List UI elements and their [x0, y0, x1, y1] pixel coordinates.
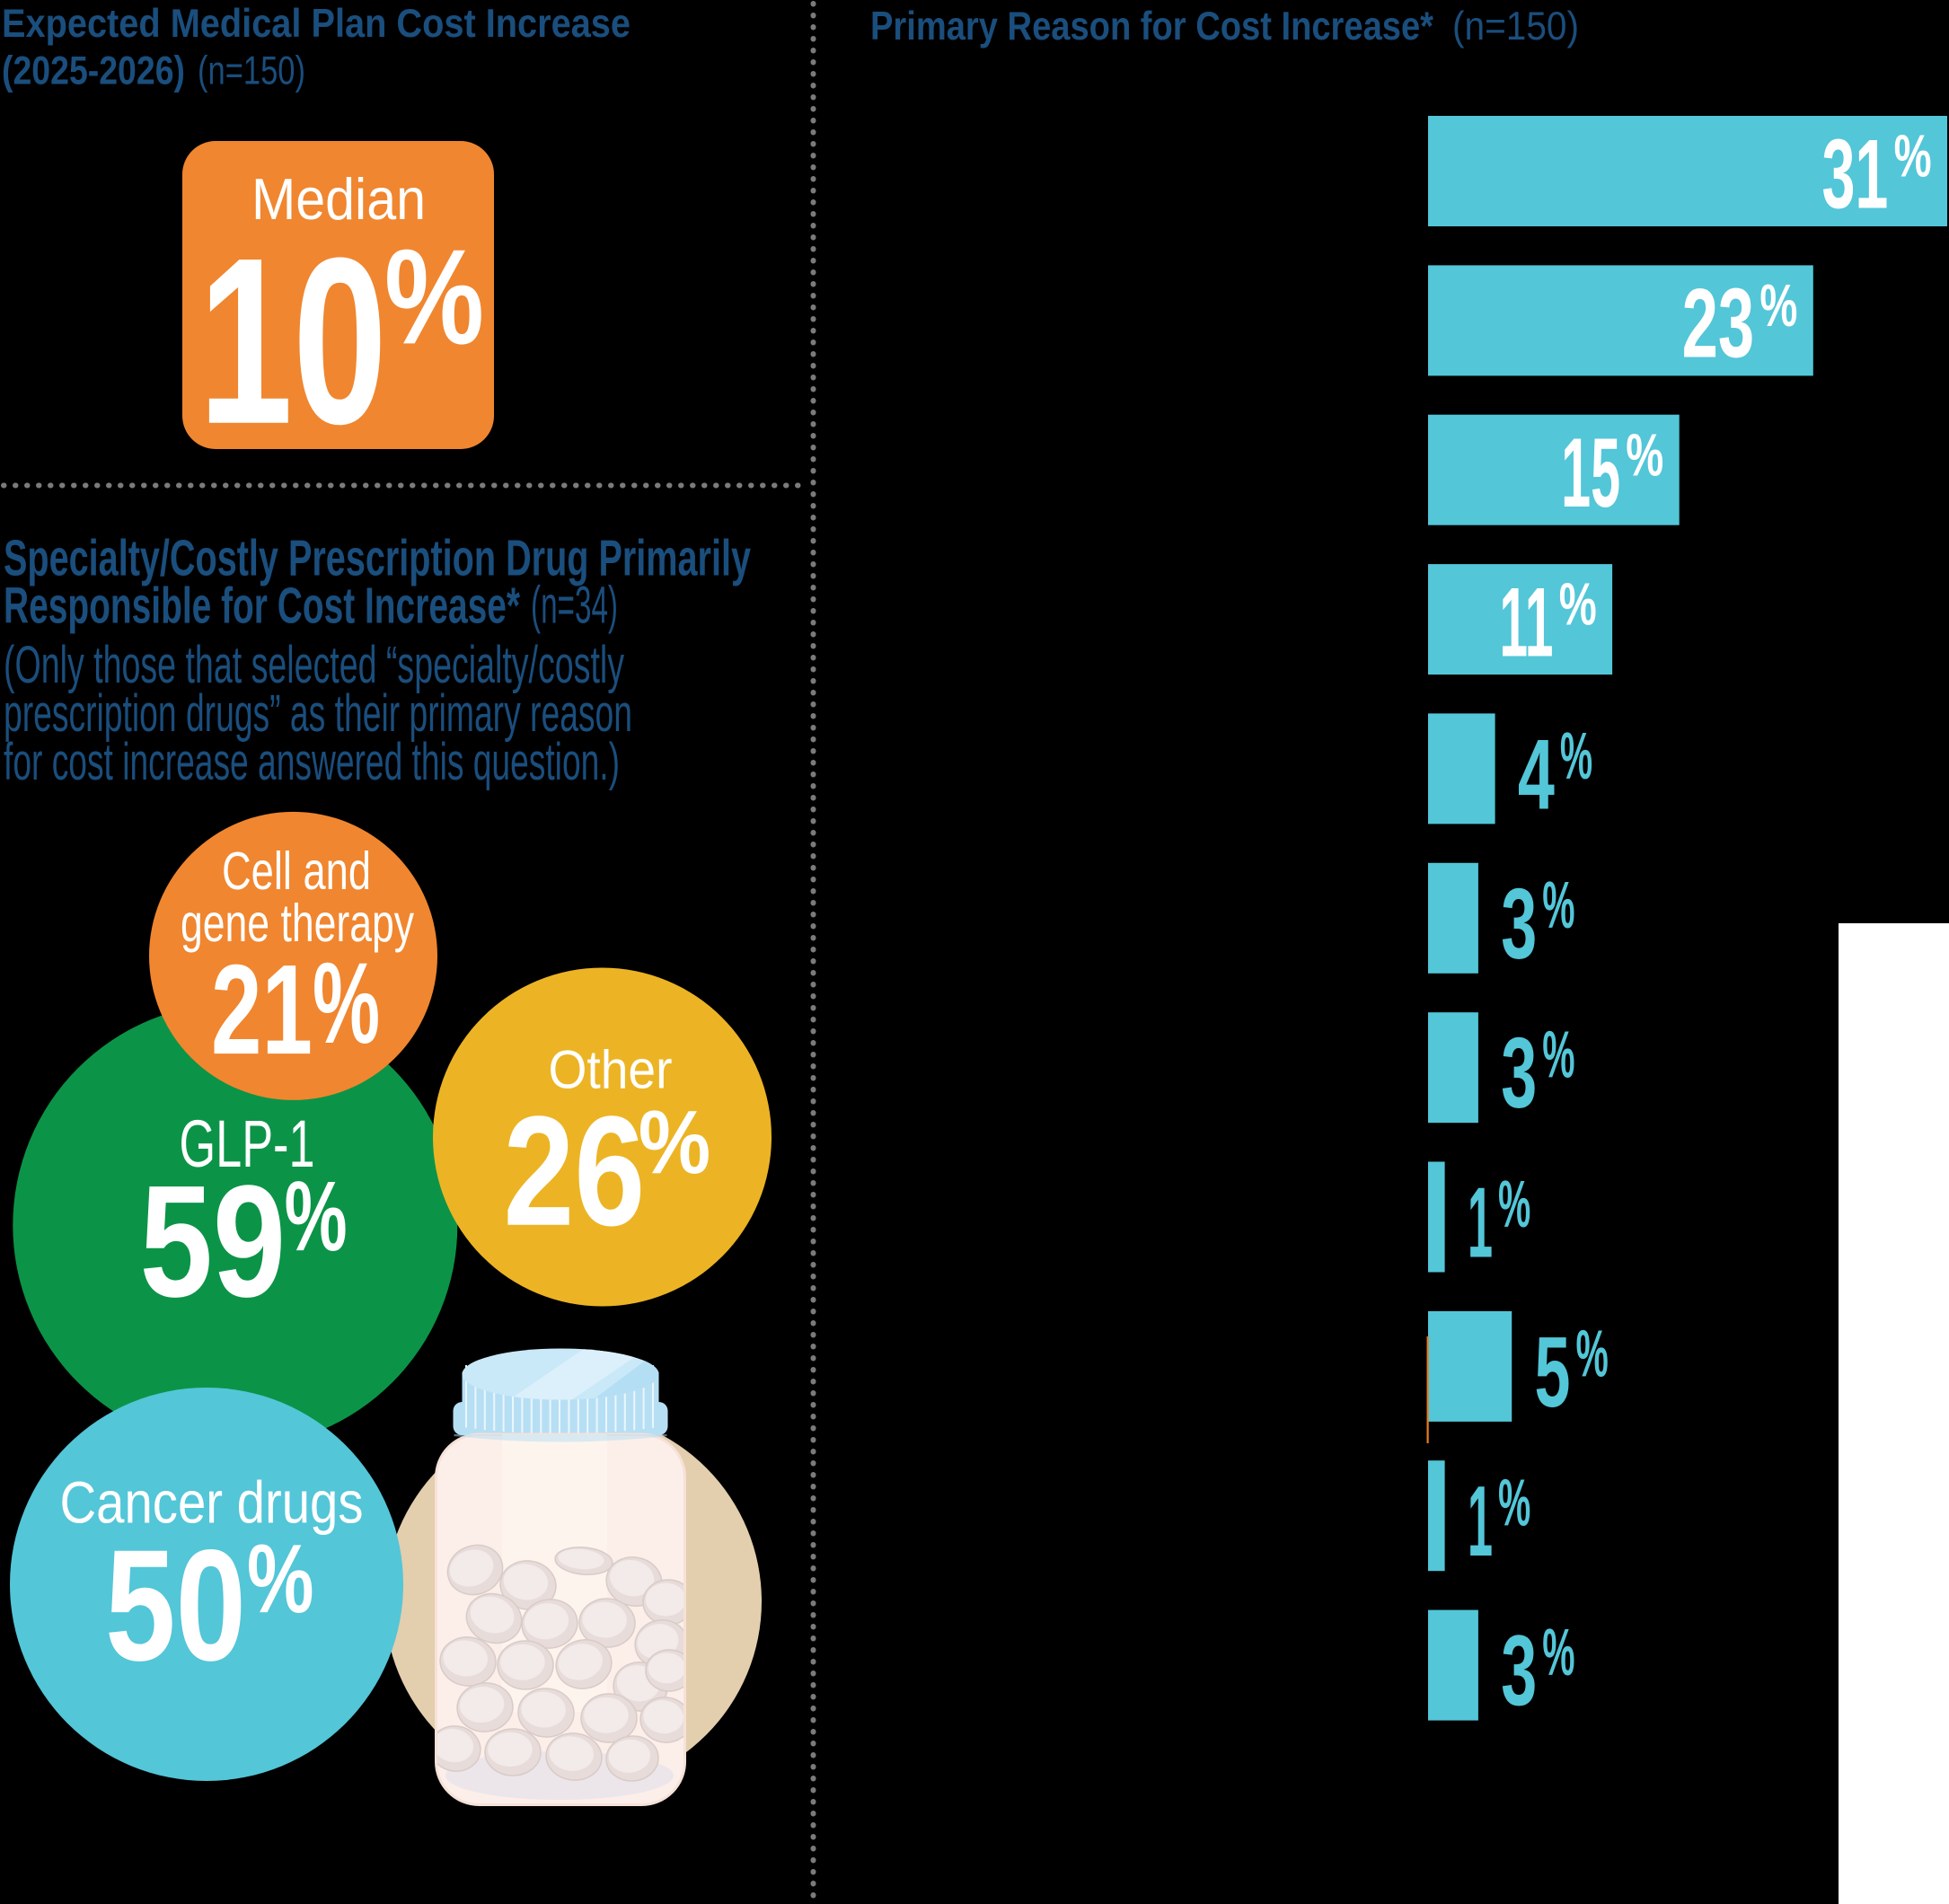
- svg-text:23: 23: [1682, 269, 1755, 379]
- svg-text:21: 21: [211, 939, 313, 1081]
- svg-text:11: 11: [1499, 568, 1553, 677]
- svg-text:3: 3: [1501, 1615, 1537, 1727]
- svg-text:%: %: [1559, 571, 1597, 639]
- svg-text:4: 4: [1518, 718, 1555, 830]
- svg-text:%: %: [1576, 1316, 1609, 1390]
- svg-text:%: %: [247, 1524, 314, 1634]
- svg-text:31: 31: [1821, 119, 1888, 229]
- svg-text:(n=34): (n=34): [531, 576, 618, 634]
- svg-text:%: %: [1894, 123, 1932, 190]
- svg-text:Specialty/Costly Prescription: Specialty/Costly Prescription Drug Prima…: [4, 530, 751, 587]
- svg-text:%: %: [313, 939, 380, 1068]
- svg-text:Other: Other: [549, 1039, 673, 1100]
- svg-text:3: 3: [1501, 868, 1537, 980]
- svg-text:(Only those that selected “spe: (Only those that selected “specialty/cos…: [4, 636, 624, 694]
- svg-text:50: 50: [105, 1517, 246, 1694]
- svg-text:(2025-2026): (2025-2026): [2, 49, 185, 93]
- svg-text:1: 1: [1468, 1465, 1493, 1577]
- svg-text:Cancer drugs: Cancer drugs: [60, 1469, 364, 1536]
- svg-text:10: 10: [198, 208, 387, 473]
- svg-text:1: 1: [1468, 1167, 1493, 1279]
- svg-text:%: %: [639, 1092, 710, 1193]
- svg-text:%: %: [1542, 1018, 1574, 1092]
- svg-text:%: %: [1498, 1167, 1530, 1241]
- svg-text:gene therapy: gene therapy: [181, 894, 414, 953]
- svg-text:%: %: [1759, 272, 1797, 339]
- svg-text:%: %: [1626, 421, 1663, 489]
- svg-text:GLP-1: GLP-1: [180, 1106, 315, 1181]
- svg-text:Median: Median: [251, 166, 426, 232]
- svg-text:Expected Medical Plan Cost Inc: Expected Medical Plan Cost Increase: [2, 2, 631, 46]
- svg-text:Responsible for Cost Increase*: Responsible for Cost Increase*: [4, 577, 521, 634]
- svg-text:Primary Reason for Cost Increa: Primary Reason for Cost Increase*: [870, 4, 1434, 48]
- svg-text:%: %: [1542, 868, 1574, 942]
- svg-text:%: %: [1498, 1466, 1530, 1540]
- svg-text:3: 3: [1501, 1017, 1537, 1129]
- svg-text:%: %: [1560, 718, 1592, 793]
- svg-text:for cost increase answered thi: for cost increase answered this question…: [4, 733, 620, 791]
- svg-text:(n=150): (n=150): [1452, 4, 1579, 48]
- svg-text:59: 59: [140, 1151, 287, 1330]
- svg-text:%: %: [384, 221, 484, 372]
- svg-text:prescription drugs” as their p: prescription drugs” as their primary rea…: [4, 684, 632, 743]
- svg-text:26: 26: [504, 1083, 646, 1258]
- svg-text:(n=150): (n=150): [198, 49, 305, 93]
- svg-text:%: %: [285, 1161, 348, 1272]
- svg-text:%: %: [1542, 1615, 1574, 1689]
- svg-text:5: 5: [1535, 1316, 1571, 1428]
- svg-text:Cell and: Cell and: [222, 842, 371, 901]
- svg-text:15: 15: [1561, 419, 1620, 528]
